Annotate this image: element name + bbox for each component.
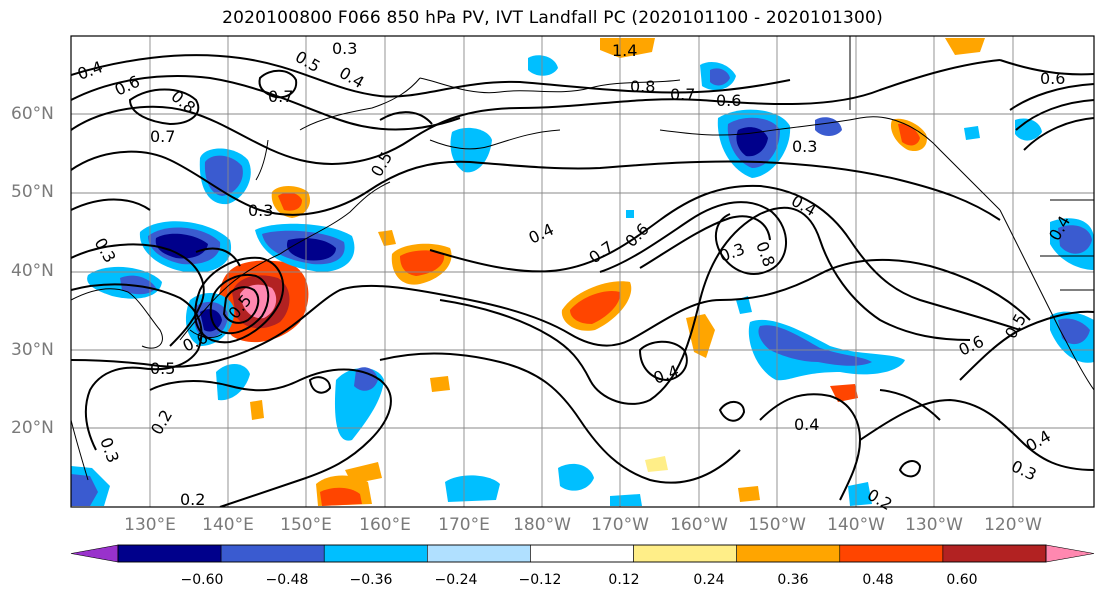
- contour-label: 0.6: [956, 332, 987, 360]
- lon-label: 170°E: [438, 515, 490, 535]
- colorbar-cell: [323, 544, 428, 563]
- colorbar-tick-label: 0.12: [608, 572, 640, 588]
- contour-label: 0.8: [630, 77, 655, 96]
- contour-label: 0.4: [526, 220, 557, 248]
- lat-label: 50°N: [11, 182, 54, 202]
- colorbar-cell: [530, 544, 634, 563]
- colorbar-cell: [117, 544, 222, 563]
- colorbar-tick-label: 0.24: [693, 572, 725, 588]
- contour-label: 0.3: [717, 239, 747, 266]
- contour-label: 0.3: [91, 235, 120, 267]
- colorbar-cells: [70, 544, 1095, 563]
- contour-label: 1.4: [612, 41, 637, 60]
- map-title: 2020100800 F066 850 hPa PV, IVT Landfall…: [222, 8, 883, 28]
- colorbar-tick-label: −0.24: [434, 572, 478, 588]
- colorbar-tick-label: 0.60: [946, 572, 978, 588]
- colorbar-tick-label: −0.36: [349, 572, 393, 588]
- colorbar-cell: [220, 544, 325, 563]
- contour-label: 0.4: [1023, 426, 1055, 455]
- lon-label: 140°E: [202, 515, 254, 535]
- coastlines: [71, 36, 1094, 481]
- lon-label: 130°W: [905, 515, 963, 535]
- lon-label: 120°W: [984, 515, 1042, 535]
- colorbar-tick-label: −0.48: [265, 572, 309, 588]
- contour-lines: [71, 54, 1094, 507]
- colorbar-outline: [117, 544, 1047, 563]
- colorbar-extend-max: [1045, 544, 1095, 563]
- colorbar-cell: [839, 544, 944, 563]
- colorbar-extend-min: [70, 544, 119, 563]
- colorbar-cell: [942, 544, 1047, 563]
- colorbar-tick-label: −0.12: [518, 572, 562, 588]
- colorbar-tick-label: 0.36: [777, 572, 809, 588]
- contour-label: 0.5: [367, 148, 396, 180]
- contour-label: 0.2: [180, 490, 205, 509]
- lat-label: 30°N: [11, 340, 54, 360]
- contour-label: 0.4: [794, 415, 819, 434]
- contour-label: 0.4: [75, 57, 105, 84]
- contour-label: 0.7: [670, 85, 695, 104]
- lon-label: 180°W: [513, 515, 571, 535]
- colorbar-cell: [736, 544, 841, 563]
- contour-label: 0.4: [651, 361, 681, 388]
- contour-label: 0.7: [150, 127, 175, 146]
- lon-label: 170°W: [591, 515, 649, 535]
- contour-label: 0.3: [248, 201, 273, 220]
- contour-label: 0.6: [1040, 69, 1065, 88]
- lat-label: 60°N: [11, 104, 54, 124]
- contour-label: 0.6: [716, 91, 741, 110]
- lon-label: 160°E: [359, 515, 411, 535]
- shaded-field: [71, 38, 1094, 506]
- lon-label: 160°W: [670, 515, 728, 535]
- contour-label: 0.4: [788, 191, 820, 220]
- contour-label: 0.5: [150, 359, 175, 378]
- colorbar-tick-label: −0.60: [180, 572, 224, 588]
- colorbar-tick-label: 0.48: [862, 572, 894, 588]
- lon-label: 130°E: [124, 515, 176, 535]
- colorbar: [70, 544, 1095, 563]
- contour-label: 0.3: [332, 39, 357, 58]
- lon-label: 150°E: [280, 515, 332, 535]
- lon-label: 140°W: [827, 515, 885, 535]
- contour-label: 0.7: [268, 87, 293, 106]
- contour-label: 0.8: [752, 239, 779, 269]
- contour-label-group: 0.4 0.6 0.8 0.7 0.5 0.3 0.4 1.4 0.8 0.7 …: [75, 39, 1074, 514]
- contour-label: 0.6: [621, 219, 652, 250]
- graticule: [71, 36, 1094, 507]
- contour-label: 0.3: [792, 137, 817, 156]
- lat-label: 40°N: [11, 261, 54, 281]
- colorbar-cell: [427, 544, 531, 563]
- contour-label: 0.2: [147, 406, 176, 438]
- map-frame: [70, 35, 1095, 508]
- lat-label: 20°N: [11, 418, 54, 438]
- contour-label: 0.3: [96, 435, 123, 465]
- colorbar-cell: [633, 544, 737, 563]
- lon-label: 150°W: [748, 515, 806, 535]
